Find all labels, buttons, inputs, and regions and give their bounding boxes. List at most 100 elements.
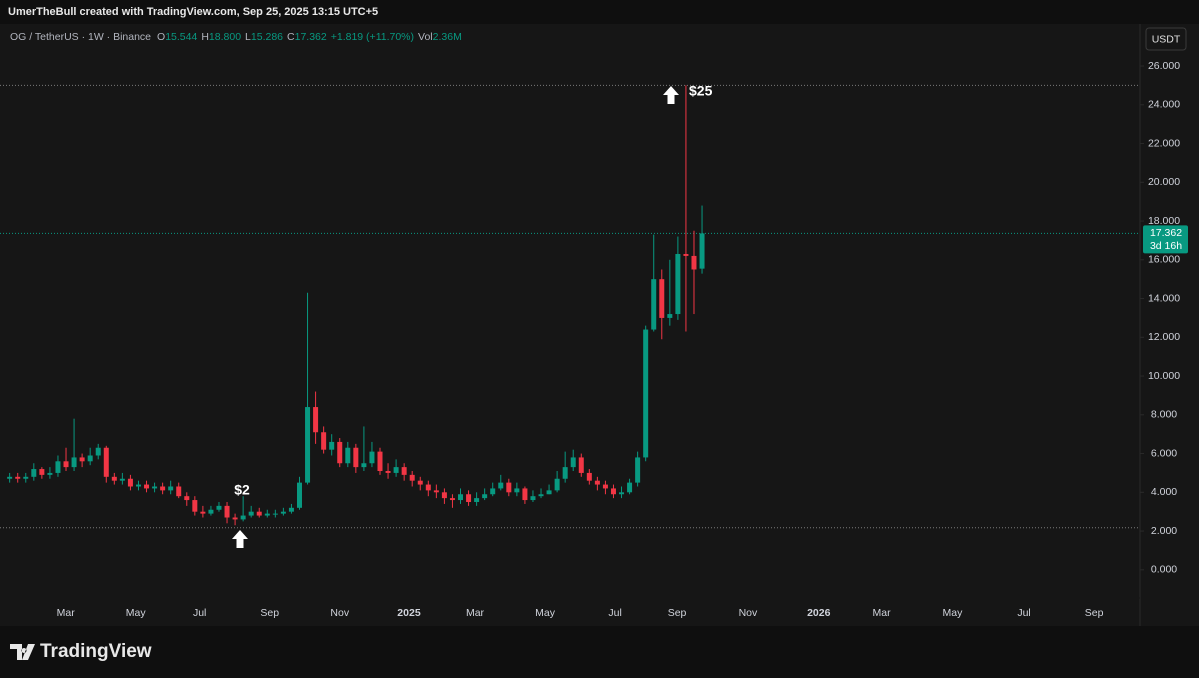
x-tick-label: Sep xyxy=(260,607,279,619)
candle-body xyxy=(530,496,536,501)
y-tick-label: 4.000 xyxy=(1151,486,1177,498)
candle-body xyxy=(667,314,673,318)
candle-body xyxy=(15,476,21,479)
legend-key: L xyxy=(245,31,251,43)
legend-value: 15.286 xyxy=(251,31,283,43)
legend-value: 15.544 xyxy=(165,31,197,43)
candle-body xyxy=(361,463,367,468)
candle-body xyxy=(160,486,166,491)
candle-body xyxy=(401,467,407,475)
candle-body xyxy=(95,447,101,456)
candle-body xyxy=(619,492,625,495)
candle-body xyxy=(441,492,447,499)
candle-body xyxy=(313,407,319,433)
y-tick-label: 16.000 xyxy=(1148,254,1180,266)
legend-key: C xyxy=(287,31,295,43)
candle-body xyxy=(192,500,198,512)
candle-body xyxy=(578,457,584,473)
logo: TradingView xyxy=(10,641,152,662)
candle-body xyxy=(546,490,552,495)
currency[interactable]: USDT xyxy=(1152,33,1181,45)
candle-body xyxy=(602,484,608,489)
candle-body xyxy=(683,253,689,256)
x-tick-label: Jul xyxy=(608,607,621,619)
candle-body xyxy=(47,472,53,475)
candle-body xyxy=(699,233,705,269)
annotation: $2 xyxy=(234,482,250,498)
x-tick-label: Mar xyxy=(57,607,76,619)
y-tick-label: 24.000 xyxy=(1148,99,1180,111)
x-tick-label: Sep xyxy=(668,607,687,619)
symbol: OG / TetherUS · 1W · Binance xyxy=(10,31,151,43)
candle-body xyxy=(506,482,512,493)
candle-body xyxy=(176,486,182,497)
candle-body xyxy=(184,496,190,501)
x-tick-label: Nov xyxy=(739,607,758,619)
candle-body xyxy=(353,447,359,468)
x-tick-label: Jul xyxy=(1017,607,1030,619)
candle-body xyxy=(232,517,238,520)
candle-body xyxy=(240,515,246,520)
candle-body xyxy=(111,476,117,481)
candle-body xyxy=(288,507,294,512)
candle-body xyxy=(345,447,351,464)
x-tick-label: Jul xyxy=(193,607,206,619)
candle-body xyxy=(385,470,391,473)
y-tick-label: 12.000 xyxy=(1148,331,1180,343)
candle-body xyxy=(305,407,311,483)
candle-body xyxy=(562,467,568,479)
candle-body xyxy=(425,484,431,491)
candle-body xyxy=(272,513,278,515)
candle-body xyxy=(627,482,633,493)
y-tick-label: 8.000 xyxy=(1151,409,1177,421)
candle-body xyxy=(71,457,77,468)
annotation: $25 xyxy=(689,83,713,99)
candle-body xyxy=(200,511,206,514)
candle-body xyxy=(554,478,560,491)
x-tick-label: May xyxy=(942,607,963,619)
candle-body xyxy=(135,484,141,487)
candle-body xyxy=(296,482,302,508)
candle-body xyxy=(610,488,616,495)
candle-body xyxy=(103,447,109,477)
plot-background xyxy=(0,24,1199,626)
candle-body xyxy=(586,472,592,481)
candle-body xyxy=(643,329,649,458)
logo-mark xyxy=(10,644,35,660)
candle-body xyxy=(79,457,85,462)
candle-body xyxy=(280,511,286,514)
candle-body xyxy=(458,494,464,501)
candle-body xyxy=(514,488,520,493)
y-tick-label: 18.000 xyxy=(1148,215,1180,227)
candle-body xyxy=(635,457,641,483)
candle-body xyxy=(23,476,29,479)
candle-body xyxy=(651,279,657,330)
candle-body xyxy=(594,480,600,485)
candle-body xyxy=(39,469,45,475)
candle-body xyxy=(433,490,439,493)
currency-button[interactable] xyxy=(1145,27,1187,51)
y-tick-label: 22.000 xyxy=(1148,137,1180,149)
candle-body xyxy=(87,455,93,462)
candle-body xyxy=(449,498,455,501)
y-tick-label: 10.000 xyxy=(1148,370,1180,382)
legend-value: 18.800 xyxy=(209,31,241,43)
candle-body xyxy=(377,451,383,471)
y-tick-label: 26.000 xyxy=(1148,60,1180,72)
y-tick-label: 0.000 xyxy=(1151,564,1177,576)
candle-body xyxy=(256,511,262,516)
x-tick-label: May xyxy=(126,607,147,619)
arrow-up xyxy=(232,530,248,548)
candle-body xyxy=(216,505,222,510)
price-tag-value: 17.362 xyxy=(1150,227,1182,239)
legend-value: +1.819 (+11.70%) xyxy=(331,31,414,43)
candle-body xyxy=(264,513,270,516)
x-tick-label: May xyxy=(535,607,556,619)
legend-key: O xyxy=(157,31,165,43)
candle-body xyxy=(248,511,254,516)
candle-body xyxy=(329,441,335,450)
legend-key: Vol xyxy=(418,31,433,43)
candle-body xyxy=(393,467,399,473)
